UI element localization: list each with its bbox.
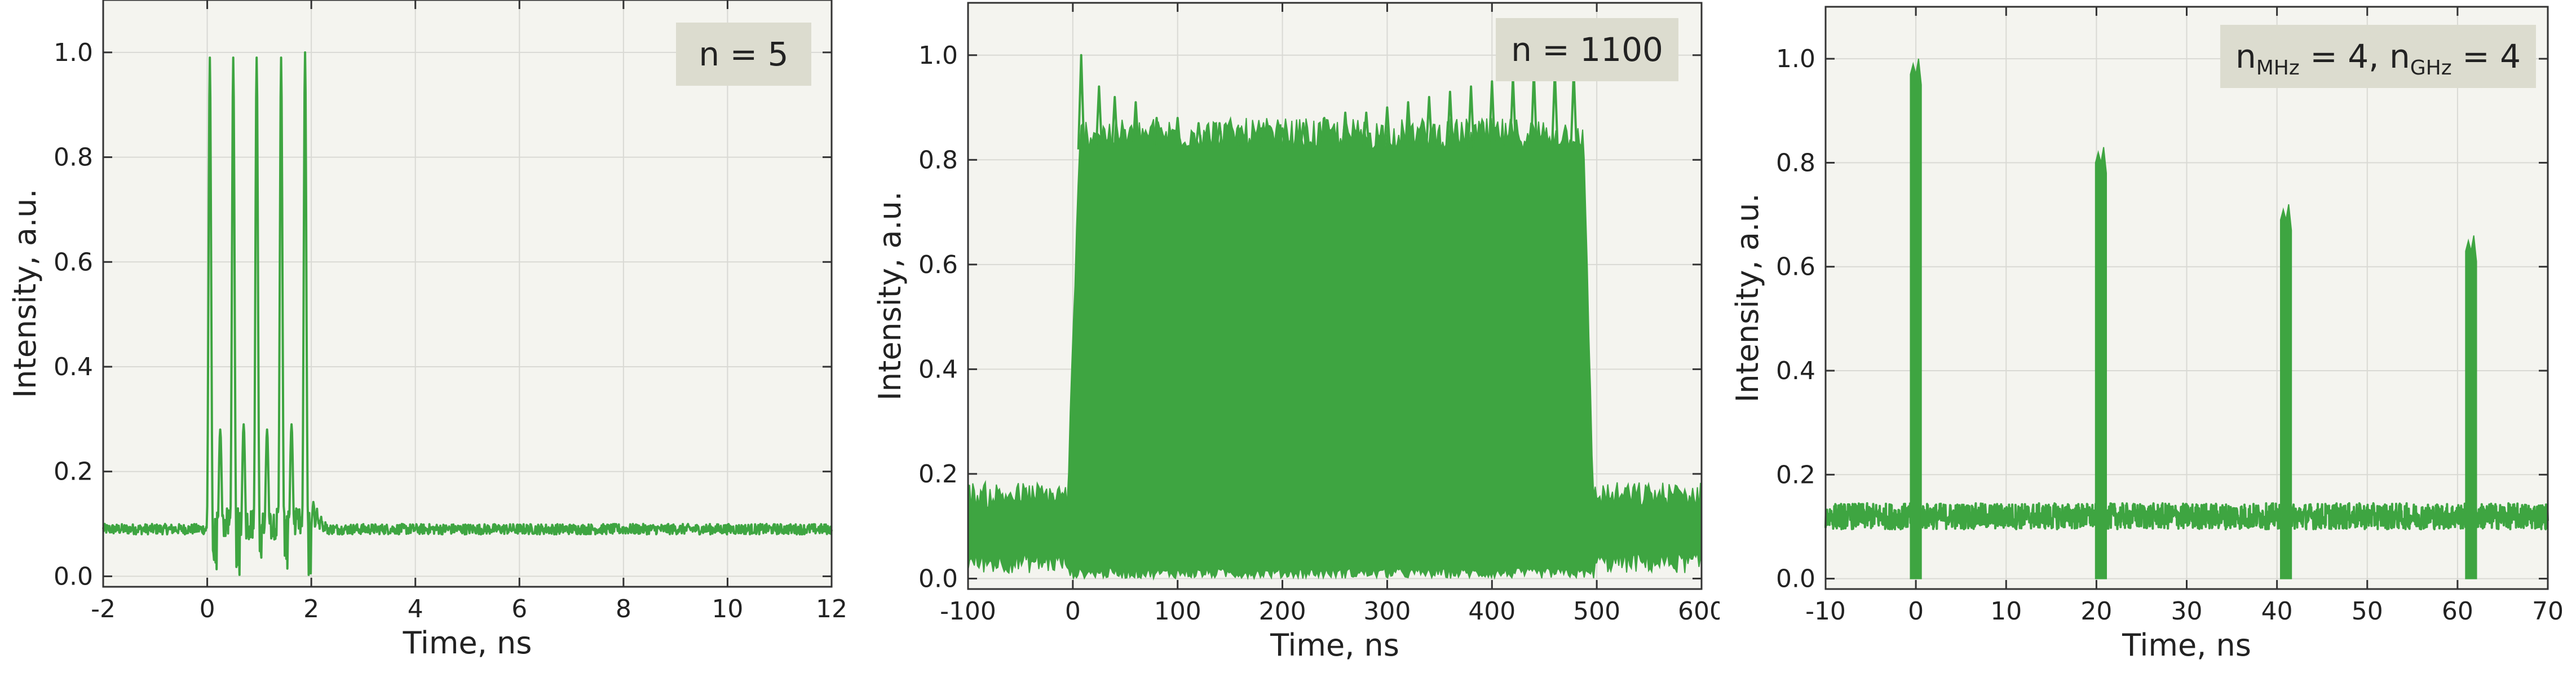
y-tick-label: 1.0 — [54, 38, 93, 67]
x-tick-label: 100 — [1154, 597, 1201, 626]
series-spike — [1216, 122, 1224, 150]
legend-n-mhz: n — [2235, 37, 2256, 76]
y-tick-label: 0.4 — [918, 355, 958, 384]
series-spike — [1299, 122, 1307, 150]
y-tick-label: 0.4 — [1776, 357, 1815, 385]
series-spike — [1488, 80, 1496, 150]
legend-label: nMHz = 4, nGHz = 4 — [2235, 37, 2521, 80]
x-tick-label: 50 — [2352, 597, 2383, 626]
y-tick-label: 0.2 — [54, 458, 93, 486]
x-tick-label: 70 — [2532, 597, 2564, 626]
plot-frame — [102, 0, 833, 588]
series-spike — [1320, 117, 1328, 150]
chart-panel-2: -100 0 100 200 300 400 500 600 0.0 0.2 0.4 0.6 0.8 1.… — [857, 0, 1720, 681]
legend-label: n = 5 — [699, 35, 788, 73]
series-trace — [1824, 502, 2549, 530]
y-tick-label: 1.0 — [918, 41, 958, 70]
x-axis-label: Time, ns — [1270, 627, 1399, 663]
series-spike — [1446, 90, 1454, 150]
series-spike — [1111, 96, 1119, 150]
y-tick-label: 0.2 — [918, 460, 958, 489]
x-tick-label: 8 — [616, 595, 631, 623]
x-tick-label: 300 — [1363, 597, 1411, 626]
chart-svg-2: -100 0 100 200 300 400 500 600 0.0 0.2 0.4 0.6 0.8 1.… — [872, 2, 1720, 663]
x-tick-label: 40 — [2261, 597, 2293, 626]
x-tick-label: -100 — [940, 597, 996, 626]
chart-panel-1: -2 0 2 4 6 8 10 12 0.0 0.2 0.4 0.6 0.8 1.0 Time, ns Int… — [0, 0, 846, 681]
legend-sub-mhz: MHz — [2256, 56, 2300, 80]
x-tick-label: 4 — [408, 595, 423, 623]
x-tick-label: 30 — [2171, 597, 2203, 626]
burst-mark — [2095, 147, 2107, 579]
series-spike — [1467, 85, 1475, 150]
series-spike — [1194, 122, 1203, 150]
chart-svg-3: -10 0 10 20 30 40 50 60 70 0.0 0.2 0.4 0.6 0.8 1.0 Time… — [1730, 6, 2564, 663]
x-tick-label: -2 — [91, 595, 116, 623]
series-spike — [1341, 111, 1350, 150]
burst-mark — [1910, 58, 1922, 579]
x-tick-label: -10 — [1805, 597, 1846, 626]
series-spike — [1383, 106, 1391, 150]
series-envelope — [967, 116, 1702, 581]
y-tick-label: 0.8 — [918, 146, 958, 174]
y-tick-label: 0.0 — [54, 562, 93, 591]
x-tick-label: 600 — [1678, 597, 1720, 626]
y-tick-label: 0.6 — [54, 248, 93, 276]
series-spike — [1425, 96, 1433, 150]
y-tick-label: 0.6 — [1776, 253, 1815, 282]
series-spike — [1278, 127, 1287, 150]
series-spike — [1236, 127, 1245, 150]
x-tick-label: 12 — [816, 595, 846, 623]
x-tick-label: 2 — [303, 595, 319, 623]
series-spike — [1173, 117, 1182, 150]
legend-mid: = 4, n — [2300, 37, 2410, 76]
x-tick-label: 60 — [2442, 597, 2473, 626]
series-spike — [1362, 111, 1371, 150]
y-tick-label: 1.0 — [1776, 45, 1815, 73]
x-tick-label: 400 — [1468, 597, 1515, 626]
plot-frame — [967, 2, 1703, 590]
y-axis-label: Intensity, a.u. — [872, 191, 908, 401]
x-tick-label: 500 — [1573, 597, 1620, 626]
y-tick-label: 0.6 — [918, 251, 958, 279]
x-tick-label: 0 — [1065, 597, 1081, 626]
x-tick-label: 20 — [2080, 597, 2112, 626]
chart-svg-1: -2 0 2 4 6 8 10 12 0.0 0.2 0.4 0.6 0.8 1.0 Time, ns Int… — [7, 0, 846, 661]
series-spike — [1152, 117, 1161, 150]
y-tick-label: 0.8 — [54, 143, 93, 172]
x-tick-label: 200 — [1259, 597, 1306, 626]
x-tick-label: 0 — [200, 595, 215, 623]
y-tick-label: 0.4 — [54, 353, 93, 381]
legend-sub-ghz: GHz — [2410, 56, 2452, 80]
x-tick-label: 0 — [1908, 597, 1924, 626]
plot-area — [103, 0, 832, 587]
burst-mark — [2465, 235, 2477, 579]
x-axis-label: Time, ns — [403, 625, 532, 661]
legend-box — [2220, 25, 2536, 88]
x-axis-label: Time, ns — [2122, 627, 2251, 663]
chart-panel-3: -10 0 10 20 30 40 50 60 70 0.0 0.2 0.4 0.6 0.8 1.0 Time… — [1720, 0, 2576, 681]
series-spike — [1404, 101, 1412, 150]
legend-box — [1496, 18, 1678, 81]
y-tick-label: 0.0 — [1776, 565, 1815, 594]
burst-mark — [2280, 204, 2292, 579]
y-tick-label: 0.0 — [918, 564, 958, 593]
x-tick-label: 10 — [1990, 597, 2022, 626]
legend-box — [676, 23, 811, 86]
y-axis-label: Intensity, a.u. — [7, 188, 43, 398]
series-spike — [1132, 101, 1140, 150]
series-trace — [102, 51, 833, 576]
series-spike — [1095, 85, 1103, 150]
y-tick-label: 0.2 — [1776, 460, 1815, 489]
y-axis-label: Intensity, a.u. — [1730, 193, 1765, 402]
series-spike — [1077, 54, 1085, 150]
legend-end: = 4 — [2452, 37, 2521, 76]
x-tick-label: 10 — [712, 595, 743, 623]
y-tick-label: 0.8 — [1776, 148, 1815, 177]
x-tick-label: 6 — [511, 595, 527, 623]
series-spike — [1257, 127, 1266, 150]
legend-label: n = 1100 — [1511, 30, 1663, 69]
